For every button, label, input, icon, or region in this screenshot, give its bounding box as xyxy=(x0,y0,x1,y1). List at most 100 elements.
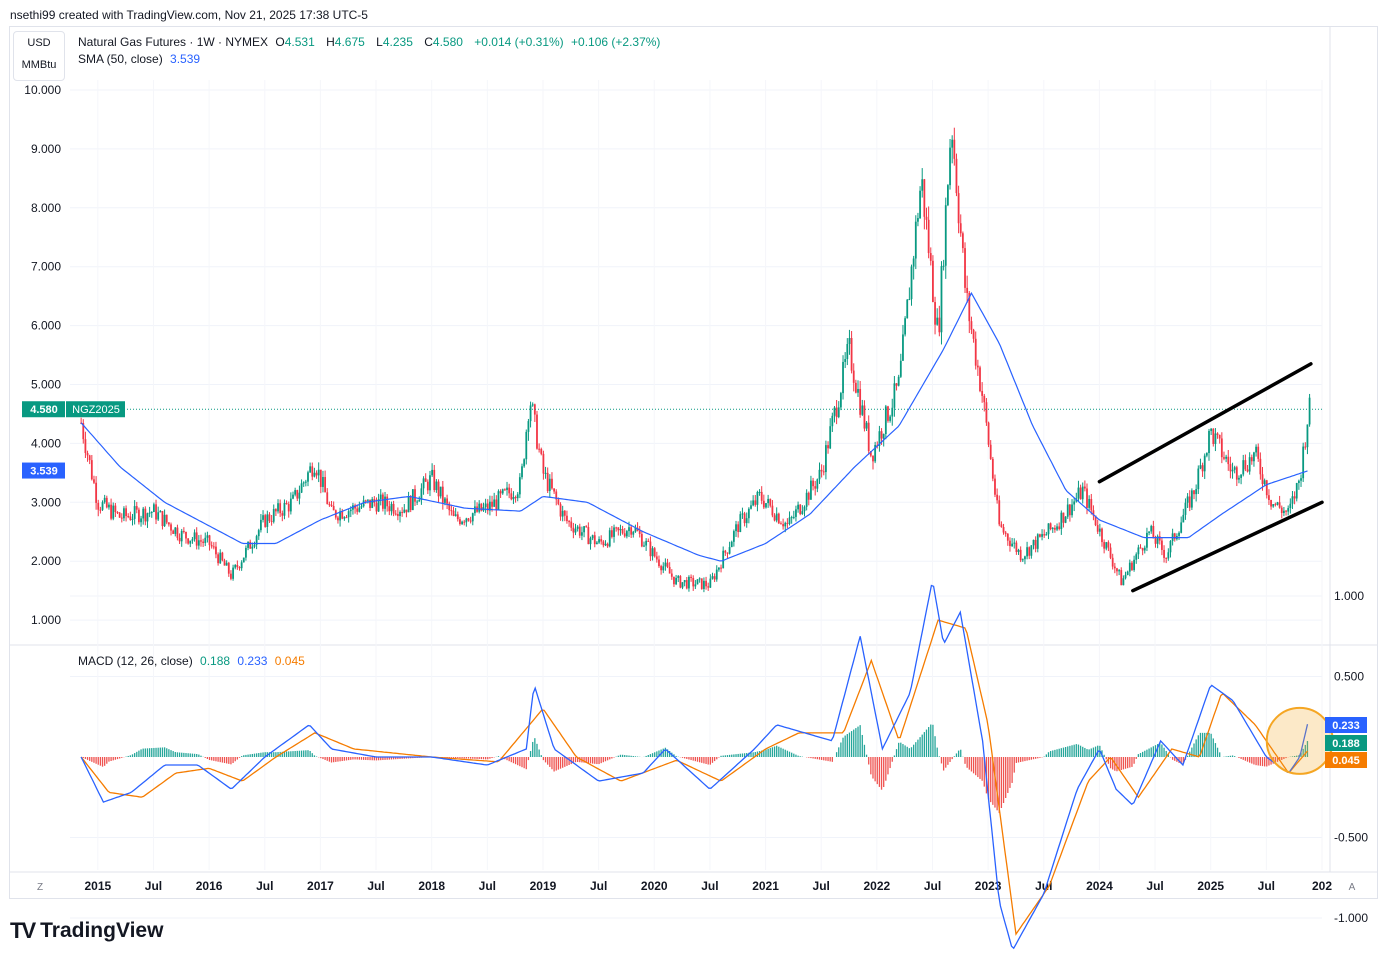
price-candle xyxy=(974,338,977,366)
price-candle xyxy=(371,499,374,508)
auto-scale-toggle[interactable]: A xyxy=(1349,882,1356,893)
time-tick-label: 2015 xyxy=(84,879,111,893)
price-candle xyxy=(1210,428,1213,431)
price-candle xyxy=(1041,534,1043,537)
price-candle xyxy=(197,540,200,546)
price-candle xyxy=(732,531,735,542)
macd-hist-value: 0.188 xyxy=(200,654,231,668)
price-candle xyxy=(801,511,804,514)
price-candle xyxy=(724,550,727,553)
channel-trendline[interactable] xyxy=(1131,500,1324,593)
macd-line[interactable] xyxy=(80,584,1309,950)
price-candle xyxy=(116,512,119,514)
price-candle xyxy=(251,546,254,549)
price-candle xyxy=(713,576,716,580)
macd-signal-line[interactable] xyxy=(80,619,1308,936)
price-candle xyxy=(123,508,125,519)
price-candle xyxy=(474,506,476,514)
sma-price-tag xyxy=(22,462,65,479)
channel-trendline[interactable] xyxy=(1097,362,1313,484)
tradingview-logo[interactable]: TV TradingView xyxy=(10,918,163,944)
price-candle xyxy=(604,543,607,546)
price-candle xyxy=(964,248,966,288)
price-candle xyxy=(1231,469,1234,472)
price-candle xyxy=(1240,474,1243,478)
price-candle xyxy=(572,527,575,533)
price-candle xyxy=(825,445,827,473)
price-candle xyxy=(367,499,369,501)
price-candle xyxy=(1289,503,1292,509)
price-candle xyxy=(180,530,183,542)
price-candle xyxy=(454,514,457,516)
timezone-toggle[interactable]: Z xyxy=(37,882,43,893)
price-candle xyxy=(392,503,395,514)
price-candle xyxy=(264,515,267,527)
currency-unit-box[interactable]: USD MMBtu xyxy=(13,31,65,81)
price-candle xyxy=(1024,556,1026,560)
sma-line[interactable] xyxy=(80,291,1308,562)
price-candle xyxy=(508,487,511,494)
price-candle xyxy=(1306,424,1309,448)
price-candle xyxy=(439,486,442,497)
price-candle xyxy=(1216,433,1219,435)
price-candle xyxy=(463,521,466,523)
price-candle xyxy=(715,569,718,580)
price-candle xyxy=(1141,548,1144,551)
price-candle xyxy=(185,531,187,539)
price-candle xyxy=(610,530,613,537)
price-candle xyxy=(129,516,132,520)
price-candle xyxy=(1272,504,1275,507)
price-candle xyxy=(780,523,782,525)
price-candle xyxy=(606,543,609,547)
price-candle xyxy=(405,509,408,513)
price-candle xyxy=(649,541,652,557)
price-candle xyxy=(679,576,682,588)
time-tick-label: 2022 xyxy=(863,879,890,893)
sma-legend[interactable]: SMA (50, close) 3.539 xyxy=(78,52,204,66)
price-candle xyxy=(623,533,626,537)
price-candle xyxy=(349,509,352,512)
time-tick-label: 202 xyxy=(1312,879,1332,893)
price-candle xyxy=(253,544,256,547)
price-candle xyxy=(1263,480,1266,485)
price-candle xyxy=(157,512,160,520)
highlight-circle[interactable] xyxy=(1265,706,1334,775)
price-candle xyxy=(655,556,658,560)
price-candle xyxy=(880,431,883,439)
price-candle xyxy=(891,407,894,417)
price-candle xyxy=(831,415,834,427)
price-candle xyxy=(1167,552,1170,559)
price-candle xyxy=(1300,478,1302,481)
price-candle xyxy=(895,383,898,386)
price-candle xyxy=(523,459,526,467)
price-candle xyxy=(1203,455,1206,472)
price-candle xyxy=(279,503,282,514)
price-candle xyxy=(424,478,427,482)
price-candle xyxy=(86,453,89,456)
macd-legend[interactable]: MACD (12, 26, close) 0.188 0.233 0.045 xyxy=(78,654,309,668)
price-candle xyxy=(961,233,964,249)
price-candle xyxy=(1098,528,1101,532)
price-candle xyxy=(390,503,393,512)
price-candle xyxy=(242,557,245,563)
price-candle xyxy=(1013,542,1016,544)
macd-signal-value: 0.045 xyxy=(274,654,305,668)
main-legend[interactable]: Natural Gas Futures · 1W · NYMEX O4.531 … xyxy=(78,35,664,49)
price-candle xyxy=(1158,536,1161,541)
price-candle xyxy=(643,545,645,547)
price-candle xyxy=(1143,547,1146,551)
price-candle xyxy=(634,527,637,532)
price-candle xyxy=(788,517,791,524)
price-candle xyxy=(422,478,425,489)
time-tick-label: Jul xyxy=(924,879,941,893)
price-candle xyxy=(863,405,866,429)
price-candle xyxy=(1060,512,1063,529)
price-candle xyxy=(1193,490,1195,495)
price-candle xyxy=(144,508,147,522)
price-candle xyxy=(728,547,731,554)
price-candle xyxy=(1190,490,1193,508)
price-candle xyxy=(204,537,207,543)
price-candle xyxy=(1028,547,1031,556)
price-candle xyxy=(394,513,397,515)
